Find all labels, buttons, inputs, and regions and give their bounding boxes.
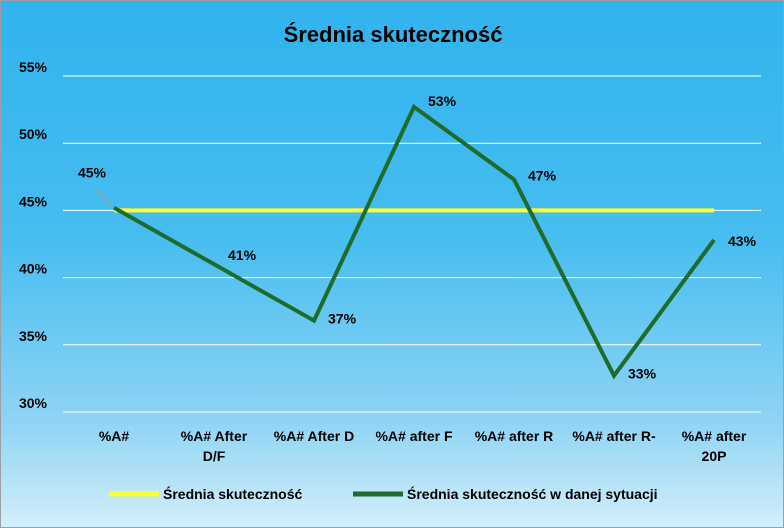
x-category-label: %A# after R- (572, 428, 656, 444)
x-category-label: %A# after R (475, 428, 554, 444)
y-tick-label: 55% (19, 59, 48, 75)
y-tick-label: 45% (19, 193, 48, 209)
gridlines (63, 75, 761, 413)
chart-title: Średnia skuteczność (284, 22, 503, 47)
y-tick-label: 30% (19, 395, 48, 411)
y-tick-label: 40% (19, 261, 48, 277)
series-lines (113, 103, 716, 380)
data-label: 53% (428, 93, 457, 109)
data-label: 45% (78, 165, 107, 181)
data-labels: 45% 41% 37% 53% 47% 33% 43% (78, 93, 757, 382)
series-line-situation (113, 103, 716, 380)
x-category-label: %A# after F (375, 428, 452, 444)
data-label-leader (94, 188, 112, 206)
x-axis-categories: %A# %A# After D/F %A# After D %A# after F %A#… (99, 428, 747, 464)
data-label: 47% (528, 167, 557, 183)
data-label: 37% (328, 311, 357, 327)
x-category-label: %A# After D (274, 428, 354, 444)
legend: Średnia skuteczność Średnia skuteczność … (109, 485, 658, 502)
y-tick-label: 35% (19, 328, 48, 344)
legend-label-situation: Średnia skuteczność w danej sytuacji (407, 485, 658, 502)
y-axis-ticks: 30% 35% 40% 45% 50% 55% (19, 59, 48, 411)
data-label: 41% (228, 247, 257, 263)
data-label: 43% (728, 233, 757, 249)
x-category-label: %A# (99, 428, 130, 444)
x-category-label: %A# After D/F (181, 428, 248, 464)
x-category-label: %A# after 20P (682, 428, 747, 464)
data-label: 33% (628, 366, 657, 382)
legend-label-average: Średnia skuteczność (163, 485, 302, 502)
y-tick-label: 50% (19, 126, 48, 142)
